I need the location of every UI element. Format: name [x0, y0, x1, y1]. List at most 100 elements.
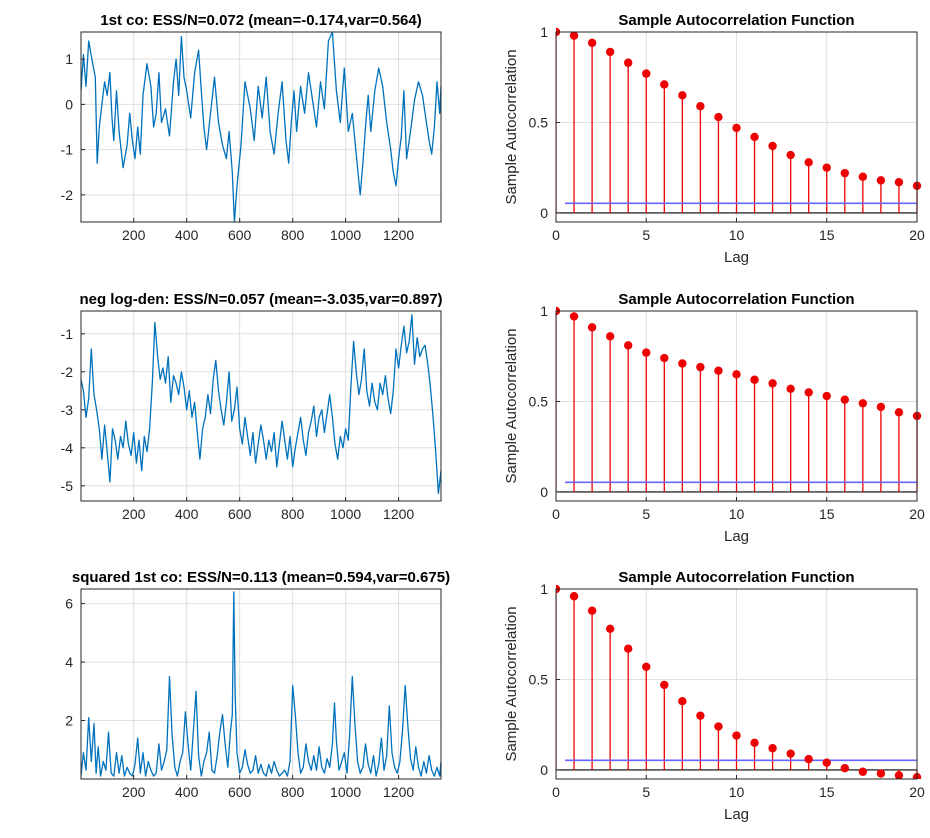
x-axis-label: Lag — [724, 806, 749, 823]
acf-point — [840, 168, 849, 178]
acf-point — [750, 738, 759, 748]
chart-2: 0 5 10 15 20 0 0.5 1 Sample Autocorrelation Func… — [503, 12, 925, 266]
x-tick-label: 800 — [281, 227, 305, 243]
acf-point — [786, 749, 795, 758]
x-tick-label: 600 — [228, 227, 252, 243]
chart-title: Sample Autocorrelation Function — [618, 12, 854, 29]
y-tick-label: 1 — [540, 24, 548, 40]
acf-point — [678, 91, 687, 100]
y-tick-label: -4 — [61, 440, 74, 456]
data-layer — [81, 31, 442, 222]
acf-point — [678, 696, 687, 706]
x-tick-label: 5 — [642, 784, 650, 800]
y-tick-label: 6 — [65, 596, 73, 612]
acf-point — [587, 38, 597, 48]
acf-point — [876, 176, 886, 185]
acf-point — [696, 101, 705, 111]
trace-line — [81, 591, 442, 777]
acf-point — [804, 754, 813, 764]
y-tick-label: 1 — [540, 581, 548, 597]
y-tick-label: 0.5 — [529, 671, 549, 687]
y-tick-label: 2 — [65, 713, 73, 729]
x-tick-label: 0 — [552, 227, 560, 243]
acf-point — [768, 141, 777, 151]
acf-point — [786, 150, 795, 160]
chart-1: 200 400 600 800 1000 1200 -2 -1 0 1 1st co: ESS/N=… — [61, 12, 442, 243]
x-tick-label: 10 — [729, 227, 745, 243]
acf-point — [605, 47, 615, 57]
acf-point — [894, 771, 904, 779]
acf-point — [822, 391, 831, 401]
axes-frame — [80, 310, 442, 502]
y-tick-label: 0.5 — [529, 393, 549, 409]
acf-point — [605, 624, 615, 634]
acf-point — [732, 370, 741, 379]
y-tick-label: -1 — [61, 326, 74, 342]
x-tick-label: 10 — [729, 784, 745, 800]
x-tick-label: 1000 — [330, 784, 361, 800]
trace-line — [81, 31, 442, 222]
y-axis-label: Sample Autocorrelation — [503, 328, 520, 483]
acf-point — [660, 353, 669, 363]
acf-point — [678, 359, 687, 368]
x-tick-label: 200 — [122, 784, 146, 800]
x-tick-label: 400 — [175, 506, 199, 522]
acf-point — [569, 592, 579, 601]
y-tick-label: 1 — [540, 303, 548, 319]
acf-point — [840, 395, 849, 404]
chart-title: Sample Autocorrelation Function — [618, 569, 854, 586]
data-layer — [556, 27, 922, 222]
y-tick-label: -2 — [61, 364, 74, 380]
y-tick-label: -2 — [61, 187, 74, 203]
chart-6: 0 5 10 15 20 0 0.5 1 Sample Autocorrelation Func… — [503, 569, 925, 823]
acf-point — [894, 408, 904, 417]
x-tick-label: 1000 — [330, 506, 361, 522]
acf-point — [858, 767, 868, 776]
acf-point — [587, 323, 597, 332]
acf-point — [876, 769, 886, 778]
x-tick-label: 15 — [819, 784, 835, 800]
acf-point — [858, 172, 868, 181]
acf-point — [804, 158, 813, 167]
x-axis-label: Lag — [724, 249, 749, 266]
y-tick-label: 1 — [65, 51, 73, 67]
y-axis-label: Sample Autocorrelation — [503, 49, 520, 204]
acf-point — [804, 388, 813, 397]
axes-frame — [80, 31, 442, 223]
x-tick-label: 1200 — [383, 506, 414, 522]
x-tick-label: 200 — [122, 227, 146, 243]
x-tick-label: 400 — [175, 784, 199, 800]
x-tick-label: 5 — [642, 227, 650, 243]
y-tick-label: 0 — [540, 762, 548, 778]
acf-point — [732, 731, 741, 740]
acf-point — [624, 341, 633, 350]
x-tick-label: 20 — [909, 506, 925, 522]
acf-point — [624, 58, 633, 67]
plot-area — [81, 311, 441, 501]
acf-point — [750, 132, 759, 142]
chart-title: squared 1st co: ESS/N=0.113 (mean=0.594,… — [72, 569, 450, 586]
acf-point — [768, 379, 777, 388]
trace-line — [81, 314, 442, 495]
acf-point — [569, 312, 579, 321]
x-tick-label: 1000 — [330, 227, 361, 243]
y-tick-label: 0 — [540, 205, 548, 221]
chart-title: neg log-den: ESS/N=0.057 (mean=-3.035,va… — [79, 291, 442, 308]
acf-point — [768, 744, 777, 753]
x-tick-label: 600 — [228, 784, 252, 800]
acf-point — [858, 399, 868, 408]
chart-3: 200 400 600 800 1000 1200 -5 -4 -3 -2 -1 neg log-de… — [61, 291, 443, 522]
y-tick-label: -1 — [61, 142, 74, 158]
acf-point — [696, 362, 705, 372]
x-tick-label: 1200 — [383, 784, 414, 800]
y-tick-label: 0 — [65, 96, 73, 112]
x-tick-label: 15 — [819, 506, 835, 522]
x-tick-label: 1200 — [383, 227, 414, 243]
y-tick-label: 0.5 — [529, 114, 549, 130]
acf-point — [605, 332, 615, 341]
acf-point — [750, 375, 759, 384]
x-tick-label: 200 — [122, 506, 146, 522]
data-layer — [556, 306, 922, 501]
acf-point — [660, 80, 669, 89]
x-tick-label: 20 — [909, 784, 925, 800]
